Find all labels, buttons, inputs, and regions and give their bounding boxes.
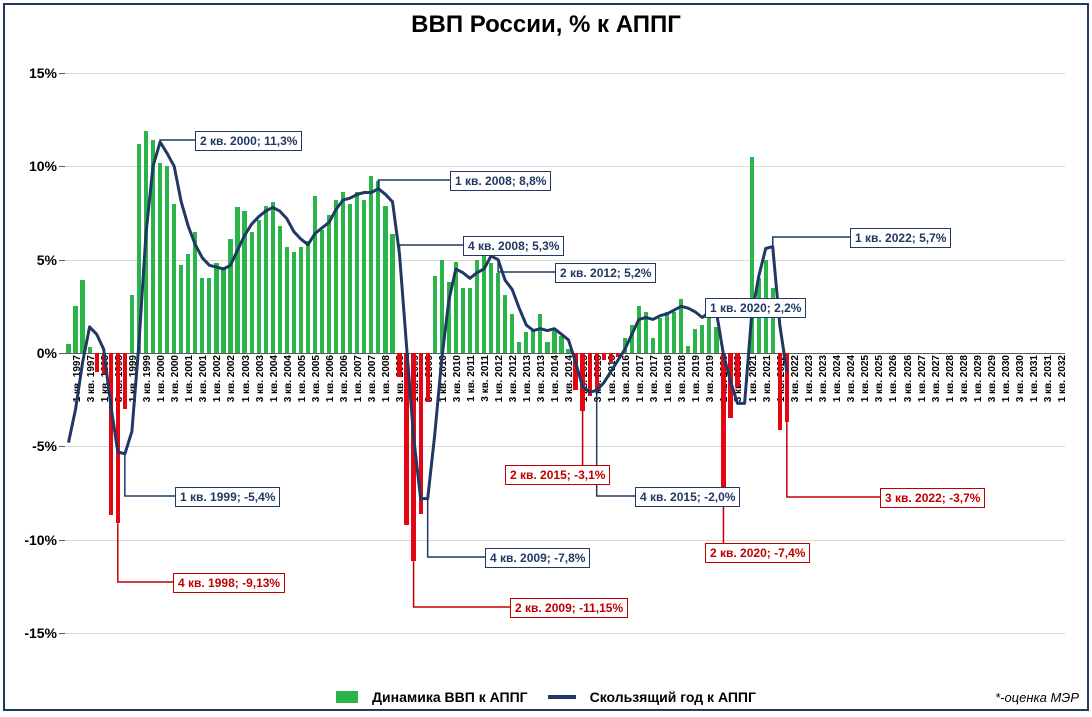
grid-line <box>65 633 1065 634</box>
callout-label: 1 кв. 1999; -5,4% <box>175 487 280 507</box>
y-axis-label: 5% <box>37 252 57 268</box>
callout-label: 4 кв. 1998; -9,13% <box>173 573 285 593</box>
callout-label: 2 кв. 2000; 11,3% <box>195 131 302 151</box>
callout-label: 4 кв. 2015; -2,0% <box>635 487 740 507</box>
legend-swatch <box>336 691 358 703</box>
plot-area: -15%-10%-5%0%5%10%15%1 кв. 19973 кв. 199… <box>65 73 1065 633</box>
callout-label: 4 кв. 2008; 5,3% <box>463 236 564 256</box>
callout-label: 2 кв. 2009; -11,15% <box>510 598 628 618</box>
callout-label: 3 кв. 2022; -3,7% <box>880 488 985 508</box>
footnote: *-оценка МЭР <box>995 690 1079 705</box>
legend-line-swatch <box>548 695 576 699</box>
y-axis-label: -5% <box>32 438 57 454</box>
callout-label: 1 кв. 2020; 2,2% <box>705 298 806 318</box>
callout-label: 1 кв. 2008; 8,8% <box>450 171 551 191</box>
callout-label: 4 кв. 2009; -7,8% <box>485 548 590 568</box>
y-axis-label: -10% <box>24 532 57 548</box>
callout-label: 2 кв. 2015; -3,1% <box>505 465 610 485</box>
y-axis-label: 10% <box>29 158 57 174</box>
legend-label: Скользящий год к АППГ <box>590 689 756 705</box>
y-tick <box>59 633 65 634</box>
callout-label: 2 кв. 2020; -7,4% <box>705 543 810 563</box>
y-axis-label: -15% <box>24 625 57 641</box>
y-axis-label: 0% <box>37 345 57 361</box>
chart-title: ВВП России, % к АППГ <box>5 11 1087 39</box>
line-series <box>69 142 787 499</box>
y-axis-label: 15% <box>29 65 57 81</box>
callout-label: 1 кв. 2022; 5,7% <box>850 228 951 248</box>
chart-frame: ВВП России, % к АППГ -15%-10%-5%0%5%10%1… <box>3 3 1089 711</box>
legend-label: Динамика ВВП к АППГ <box>372 689 528 705</box>
callout-label: 2 кв. 2012; 5,2% <box>555 263 656 283</box>
legend: Динамика ВВП к АППГ Скользящий год к АППГ <box>5 688 1087 705</box>
